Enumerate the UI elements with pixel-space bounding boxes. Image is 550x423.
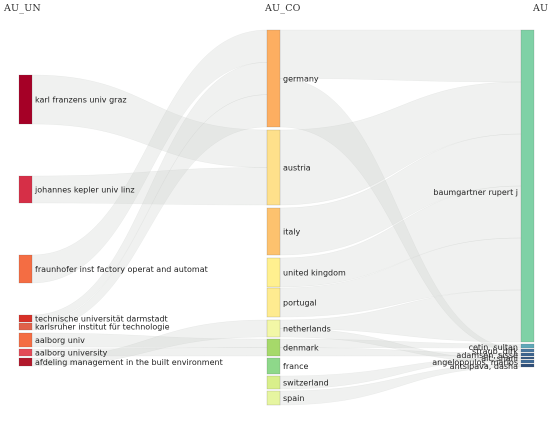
node-label-cetin-sultan: cetin, sultan <box>469 343 518 352</box>
node-austria[interactable] <box>266 129 281 206</box>
header-au: AU <box>533 3 549 14</box>
node-label-italy: italy <box>283 228 300 237</box>
node-label-united-kingdom: united kingdom <box>283 269 346 278</box>
node-portugal[interactable] <box>266 287 281 318</box>
node-spain[interactable] <box>266 390 281 406</box>
header-au-un: AU_UN <box>4 3 41 14</box>
node-united-kingdom[interactable] <box>266 257 281 288</box>
node-denmark[interactable] <box>266 338 281 357</box>
node-aalborg-univ[interactable] <box>18 332 33 348</box>
sankey-links <box>31 29 522 406</box>
node-label-karlsruher-institut-fur-technologie: karlsruher institut für technologie <box>35 323 170 332</box>
sankey-nodes <box>18 29 535 406</box>
node-aalborg-university[interactable] <box>18 348 33 357</box>
sankey-labels: karl franzens univ graz johannes kepler u… <box>34 75 518 404</box>
node-label-johannes-kepler-univ-linz: johannes kepler univ linz <box>34 186 135 195</box>
node-cetin-sultan[interactable] <box>520 343 535 349</box>
node-germany[interactable] <box>266 29 281 128</box>
node-label-portugal: portugal <box>283 299 317 308</box>
node-label-fraunhofer-inst-factory-operat-and-automat: fraunhofer inst factory operat and autom… <box>35 265 208 274</box>
node-alt-shani[interactable] <box>520 356 535 360</box>
node-afdeling-management-in-the-built-environment[interactable] <box>18 357 33 367</box>
node-label-spain: spain <box>283 394 304 403</box>
node-label-france: france <box>283 362 308 371</box>
node-karl-franzens-univ-graz[interactable] <box>18 74 33 125</box>
node-karlsruher-institut-fur-technologie[interactable] <box>18 322 33 331</box>
node-label-karl-franzens-univ-graz: karl franzens univ graz <box>35 96 127 105</box>
node-label-straub-dirk: straub, dirk <box>472 347 518 356</box>
link-austria-to-baumgartner-rupert-j[interactable] <box>279 81 522 206</box>
node-label-adamsen-sisse: adamsen, sisse <box>456 351 518 360</box>
node-label-antsipava-dasha: antsipava, dasha <box>450 362 518 371</box>
node-label-austria: austria <box>283 164 311 173</box>
node-straub-dirk[interactable] <box>520 348 535 353</box>
node-fraunhofer-inst-factory-operat-and-automat[interactable] <box>18 254 33 284</box>
node-switzerland[interactable] <box>266 375 281 390</box>
node-italy[interactable] <box>266 207 281 256</box>
node-netherlands[interactable] <box>266 319 281 338</box>
node-johannes-kepler-univ-linz[interactable] <box>18 175 33 204</box>
node-label-technische-universitat-darmstadt: technische universität darmstadt <box>35 315 168 324</box>
node-label-aalborg-university: aalborg university <box>35 349 108 358</box>
node-label-baumgartner-rupert-j: baumgartner rupert j <box>433 188 518 197</box>
node-antsipava-dasha[interactable] <box>520 363 535 368</box>
node-technische-universitat-darmstadt[interactable] <box>18 314 33 323</box>
node-label-angelopoulos-marios: angelopoulos, marios <box>432 358 518 367</box>
node-label-switzerland: switzerland <box>283 379 329 388</box>
node-france[interactable] <box>266 357 281 375</box>
node-label-denmark: denmark <box>283 344 319 353</box>
node-baumgartner-rupert-j[interactable] <box>520 29 535 343</box>
node-adamsen-sisse[interactable] <box>520 352 535 357</box>
header-au-co: AU_CO <box>265 3 301 14</box>
node-label-aalborg-univ: aalborg univ <box>35 336 85 345</box>
node-label-alt-shani: alt, shani <box>481 354 518 363</box>
node-angelopoulos-marios[interactable] <box>520 359 535 364</box>
node-label-netherlands: netherlands <box>283 325 331 334</box>
node-label-afdeling-management-in-the-built-environment: afdeling management in the built environ… <box>35 358 223 367</box>
node-label-germany: germany <box>283 75 319 84</box>
